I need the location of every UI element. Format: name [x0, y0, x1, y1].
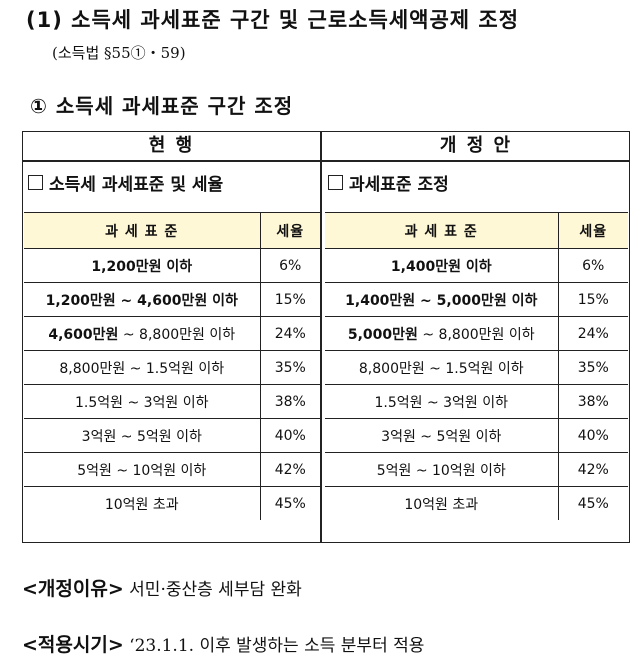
tax-base-cell: 1,400만원 ~ 5,000만원 이하 [325, 282, 558, 317]
tax-base-cell: 8,800만원 ~ 1.5억원 이하 [24, 350, 260, 385]
col-header-base: 과 세 표 준 [325, 212, 558, 249]
table-row: 5억원 ~ 10억원 이하 42% [325, 452, 628, 487]
tax-rate-cell: 42% [557, 452, 628, 487]
table-row: 3억원 ~ 5억원 이하 40% [325, 418, 628, 453]
tax-base-cell: 5,000만원 ~ 8,800만원 이하 [325, 316, 558, 351]
table-row: 1,200만원 이하 6% [24, 248, 320, 283]
tax-base-bold: 5,000만원 [347, 326, 418, 343]
table-row: 10억원 초과 45% [24, 486, 320, 520]
col-header-rate: 세율 [259, 212, 320, 249]
proposed-header: 개 정 안 [439, 135, 513, 156]
current-header: 현 행 [148, 135, 195, 156]
tax-base-cell: 8,800만원 ~ 1.5억원 이하 [325, 350, 558, 385]
tax-base-cell: 10억원 초과 [404, 496, 479, 513]
comparison-box [22, 131, 630, 543]
tax-base-rest: ~ 8,800만원 이하 [118, 326, 236, 343]
table-row: 3억원 ~ 5억원 이하 40% [24, 418, 320, 453]
table-row: 1.5억원 ~ 3억원 이하 38% [325, 384, 628, 419]
tax-base-cell: 5억원 ~ 10억원 이하 [325, 452, 558, 487]
reason-text: 서민·중산층 세부담 완화 [123, 580, 302, 600]
tax-rate-cell: 45% [557, 486, 628, 520]
table-row: 1,400만원 이하 6% [325, 248, 628, 283]
reason-line: <개정이유> 서민·중산층 세부담 완화 [22, 574, 302, 601]
proposed-rate-table: 과 세 표 준 세율 1,400만원 이하 6% 1,400만원 ~ 5,000만원… [325, 212, 628, 520]
tax-base-cell: 10억원 초과 [104, 496, 179, 513]
table-row: 4,600만원 ~ 8,800만원 이하 24% [24, 316, 320, 351]
table-row: 1,400만원 ~ 5,000만원 이하 15% [325, 282, 628, 317]
tax-rate-cell: 40% [557, 418, 628, 453]
table-row: 1,200만원 ~ 4,600만원 이하 15% [24, 282, 320, 317]
table-row: 8,800만원 ~ 1.5억원 이하 35% [325, 350, 628, 385]
proposed-subheader-label: 과세표준 조정 [349, 175, 449, 195]
tax-base-cell: 5억원 ~ 10억원 이하 [24, 452, 260, 487]
checkbox-icon [328, 175, 343, 190]
table-row: 5억원 ~ 10억원 이하 42% [24, 452, 320, 487]
tax-base-cell: 3억원 ~ 5억원 이하 [325, 418, 558, 453]
table-row: 10억원 초과 45% [325, 486, 628, 520]
column-divider [320, 131, 322, 543]
law-reference: (소득법 §55①・59) [52, 44, 186, 62]
effective-label: <적용시기> [22, 634, 124, 656]
tax-rate-cell: 6% [259, 248, 320, 283]
tax-rate-cell: 38% [557, 384, 628, 419]
table-row: 1.5억원 ~ 3억원 이하 38% [24, 384, 320, 419]
tax-base-cell: 4,600만원 ~ 8,800만원 이하 [24, 316, 260, 351]
table-row: 5,000만원 ~ 8,800만원 이하 24% [325, 316, 628, 351]
proposed-subheader: 과세표준 조정 [328, 170, 449, 195]
page-title: (1) 소득세 과세표준 구간 및 근로소득세액공제 조정 [26, 8, 520, 32]
tax-rate-cell: 6% [557, 248, 628, 283]
tax-base-cell: 1.5억원 ~ 3억원 이하 [24, 384, 260, 419]
checkbox-icon [28, 175, 43, 190]
effective-line: <적용시기> ‘23.1.1. 이후 발생하는 소득 분부터 적용 [22, 630, 424, 657]
tax-rate-cell: 15% [259, 282, 320, 317]
tax-base-cell: 1.5억원 ~ 3억원 이하 [325, 384, 558, 419]
tax-base-cell: 1,200만원 ~ 4,600만원 이하 [24, 282, 260, 317]
current-subheader-label: 소득세 과세표준 및 세율 [49, 175, 224, 195]
tax-rate-cell: 40% [259, 418, 320, 453]
tax-rate-cell: 24% [259, 316, 320, 351]
col-header-rate: 세율 [557, 212, 628, 249]
tax-base-cell: 3억원 ~ 5억원 이하 [24, 418, 260, 453]
reason-label: <개정이유> [22, 578, 124, 600]
section-heading: ① 소득세 과세표준 구간 조정 [30, 94, 294, 118]
current-rate-table: 과 세 표 준 세율 1,200만원 이하 6% 1,200만원 ~ 4,600만원… [24, 212, 320, 520]
tax-rate-cell: 35% [557, 350, 628, 385]
tax-rate-cell: 45% [259, 486, 320, 520]
tax-base-cell: 1,400만원 이하 [325, 248, 558, 283]
tax-base-cell: 1,200만원 이하 [24, 248, 260, 283]
col-header-base: 과 세 표 준 [24, 212, 260, 249]
tax-rate-cell: 42% [259, 452, 320, 487]
tax-base-rest: ~ 8,800만원 이하 [417, 326, 535, 343]
effective-text: ‘23.1.1. 이후 발생하는 소득 분부터 적용 [123, 636, 425, 656]
header-divider [22, 160, 630, 162]
tax-base-bold: 4,600만원 [48, 326, 119, 343]
tax-rate-cell: 38% [259, 384, 320, 419]
current-subheader: 소득세 과세표준 및 세율 [28, 170, 223, 195]
tax-rate-cell: 24% [557, 316, 628, 351]
tax-rate-cell: 15% [557, 282, 628, 317]
table-row: 8,800만원 ~ 1.5억원 이하 35% [24, 350, 320, 385]
tax-rate-cell: 35% [259, 350, 320, 385]
